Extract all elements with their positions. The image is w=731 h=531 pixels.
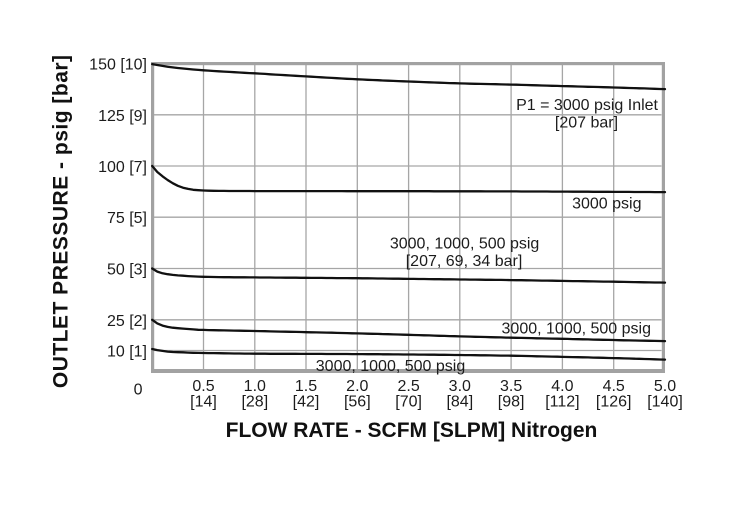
svg-text:[98]: [98] (498, 394, 525, 411)
svg-text:150 [10]: 150 [10] (89, 57, 147, 74)
svg-text:[70]: [70] (395, 394, 422, 411)
svg-text:[56]: [56] (344, 394, 371, 411)
svg-text:3000 psig: 3000 psig (572, 196, 641, 213)
svg-text:4.5: 4.5 (603, 378, 625, 395)
svg-text:3000, 1000, 500 psig: 3000, 1000, 500 psig (390, 235, 539, 252)
svg-text:4.0: 4.0 (551, 378, 573, 395)
svg-text:3000, 1000, 500 psig: 3000, 1000, 500 psig (502, 321, 651, 338)
svg-text:2.0: 2.0 (346, 378, 368, 395)
svg-text:[14]: [14] (190, 394, 217, 411)
svg-text:25 [2]: 25 [2] (107, 313, 147, 330)
svg-text:0.5: 0.5 (192, 378, 214, 395)
svg-text:OUTLET PRESSURE - psig [bar]: OUTLET PRESSURE - psig [bar] (49, 54, 72, 388)
svg-text:100 [7]: 100 [7] (98, 159, 147, 176)
svg-text:[42]: [42] (293, 394, 320, 411)
svg-text:[140]: [140] (647, 394, 683, 411)
svg-text:P1 = 3000 psig Inlet: P1 = 3000 psig Inlet (516, 97, 658, 114)
svg-text:75 [5]: 75 [5] (107, 210, 147, 227)
svg-text:125 [9]: 125 [9] (98, 108, 147, 125)
svg-text:1.5: 1.5 (295, 378, 317, 395)
svg-text:3000, 1000, 500 psig: 3000, 1000, 500 psig (316, 358, 465, 375)
svg-text:10 [1]: 10 [1] (107, 344, 147, 361)
svg-text:3.5: 3.5 (500, 378, 522, 395)
svg-text:[126]: [126] (596, 394, 632, 411)
svg-text:3.0: 3.0 (449, 378, 471, 395)
svg-text:FLOW RATE - SCFM [SLPM] Nitrog: FLOW RATE - SCFM [SLPM] Nitrogen (226, 419, 598, 442)
svg-text:[84]: [84] (446, 394, 473, 411)
svg-text:50 [3]: 50 [3] (107, 262, 147, 279)
svg-text:5.0: 5.0 (654, 378, 676, 395)
svg-text:[207, 69, 34 bar]: [207, 69, 34 bar] (406, 253, 523, 270)
svg-text:[28]: [28] (241, 394, 268, 411)
svg-text:[112]: [112] (545, 394, 579, 411)
svg-text:[207 bar]: [207 bar] (555, 114, 618, 131)
svg-text:2.5: 2.5 (397, 378, 419, 395)
svg-text:1.0: 1.0 (244, 378, 266, 395)
svg-text:0: 0 (134, 381, 143, 398)
